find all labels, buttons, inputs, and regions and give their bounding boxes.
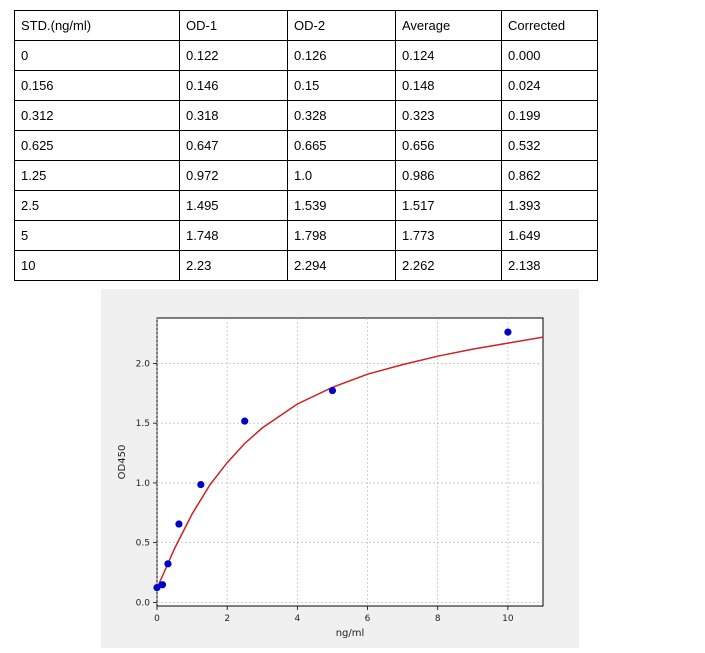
table-row: 0.625 0.647 0.665 0.656 0.532	[14, 130, 598, 161]
ticks: 0 2 4 6 8 10 0.0 0.5 1.0 1.5 2.0	[136, 359, 514, 624]
data-point	[175, 520, 183, 528]
table-cell: 0.328	[287, 100, 396, 131]
grid	[156, 318, 543, 606]
table-cell: 2.294	[287, 250, 396, 281]
table-cell: 1.517	[395, 190, 502, 221]
data-point	[153, 583, 161, 592]
x-tick-label: 0	[154, 614, 160, 624]
chart-panel: 0 2 4 6 8 10 0.0 0.5 1.0 1.5 2.0 ng/ml OD450	[101, 289, 579, 648]
y-axis-label: OD450	[117, 445, 128, 480]
table-cell: 1.495	[179, 190, 288, 221]
y-tick-label: 2.0	[136, 359, 151, 369]
table-cell: 0.122	[179, 40, 288, 71]
table-cell: 0.199	[501, 100, 598, 131]
table-cell: 1.393	[501, 190, 598, 221]
x-tick-label: 2	[224, 614, 230, 624]
data-point	[197, 480, 205, 489]
table-cell: 0.972	[179, 160, 288, 191]
table-cell: 1.798	[287, 220, 396, 251]
table-cell: 1.539	[287, 190, 396, 221]
table-cell: 0.532	[501, 130, 598, 161]
table-body: 0 0.122 0.126 0.124 0.000 0.156 0.146 0.15 0.148…	[14, 40, 598, 281]
header-std: STD.(ng/ml)	[14, 10, 180, 41]
data-table: STD.(ng/ml) OD-1 OD-2 Average Corrected …	[14, 10, 598, 281]
x-tick-label: 10	[502, 614, 514, 624]
table-cell: 0.625	[14, 130, 180, 161]
table-cell: 10	[14, 250, 180, 281]
table-row: 0 0.122 0.126 0.124 0.000	[14, 40, 598, 71]
table-cell: 2.23	[179, 250, 288, 281]
table-cell: 0.318	[179, 100, 288, 131]
fit-curve	[156, 336, 544, 589]
table-cell: 5	[14, 220, 180, 251]
table-cell: 0	[14, 40, 180, 71]
table-row: 10 2.23 2.294 2.262 2.138	[14, 250, 598, 281]
standard-curve-chart: 0 2 4 6 8 10 0.0 0.5 1.0 1.5 2.0 ng/ml OD450	[117, 317, 544, 639]
y-tick-label: 1.5	[136, 419, 150, 429]
table-cell: 0.323	[395, 100, 502, 131]
table-row: 2.5 1.495 1.539 1.517 1.393	[14, 190, 598, 221]
table-cell: 0.15	[287, 70, 396, 101]
y-tick-label: 0.5	[136, 539, 150, 549]
data-point	[158, 581, 167, 589]
table-cell: 1.649	[501, 220, 598, 251]
header-corrected: Corrected	[501, 10, 598, 41]
header-od1: OD-1	[179, 10, 288, 41]
table-cell: 2.262	[395, 250, 502, 281]
header-od2: OD-2	[287, 10, 396, 41]
plot-area	[156, 317, 544, 607]
table-cell: 1.25	[14, 160, 180, 191]
y-tick-label: 1.0	[136, 479, 151, 489]
table-row: 0.312 0.318 0.328 0.323 0.199	[14, 100, 598, 131]
x-tick-label: 4	[294, 614, 300, 624]
table-cell: 0.024	[501, 70, 598, 101]
table-cell: 0.126	[287, 40, 396, 71]
table-cell: 0.000	[501, 40, 598, 71]
table-cell: 0.665	[287, 130, 396, 161]
table-header-row: STD.(ng/ml) OD-1 OD-2 Average Corrected	[14, 10, 598, 41]
table-cell: 0.124	[395, 40, 502, 71]
table-cell: 2.5	[14, 190, 180, 221]
table-cell: 0.146	[179, 70, 288, 101]
table-cell: 1.748	[179, 220, 288, 251]
table-cell: 0.656	[395, 130, 502, 161]
table-row: 5 1.748 1.798 1.773 1.649	[14, 220, 598, 251]
data-point	[164, 560, 172, 568]
table-cell: 2.138	[501, 250, 598, 281]
table-cell: 0.156	[14, 70, 180, 101]
table-cell: 0.986	[395, 160, 502, 191]
x-tick-label: 6	[365, 614, 371, 624]
data-point	[328, 386, 337, 395]
table-cell: 1.0	[287, 160, 396, 191]
y-tick-label: 0.0	[136, 598, 151, 608]
table-cell: 0.312	[14, 100, 180, 131]
table-cell: 0.647	[179, 130, 288, 161]
data-points	[153, 328, 512, 592]
table-row: 1.25 0.972 1.0 0.986 0.862	[14, 160, 598, 191]
table-cell: 0.148	[395, 70, 502, 101]
data-point	[504, 328, 512, 336]
table-cell: 0.862	[501, 160, 598, 191]
header-average: Average	[395, 10, 502, 41]
table-cell: 1.773	[395, 220, 502, 251]
data-point	[241, 417, 249, 425]
table-row: 0.156 0.146 0.15 0.148 0.024	[14, 70, 598, 101]
x-tick-label: 8	[435, 614, 441, 624]
x-axis-label: ng/ml	[336, 628, 365, 639]
